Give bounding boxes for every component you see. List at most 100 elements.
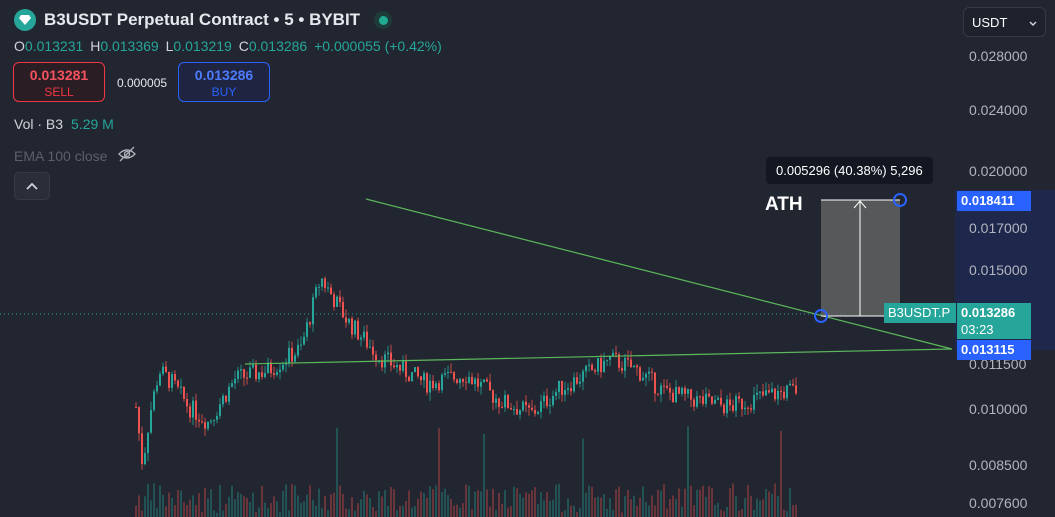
- volume-bar: [258, 507, 260, 517]
- currency-select[interactable]: USDT: [963, 7, 1046, 37]
- sell-button[interactable]: 0.013281 SELL: [13, 62, 105, 102]
- volume-bar: [180, 490, 182, 517]
- symbol-title[interactable]: B3USDT Perpetual Contract • 5 • BYBIT: [44, 10, 361, 29]
- axis-label: 0.024000: [969, 102, 1028, 118]
- candle-body: [303, 336, 305, 345]
- lower-trendline[interactable]: [244, 348, 953, 365]
- volume-bar: [759, 500, 761, 517]
- axis-label: 0.011500: [969, 356, 1027, 372]
- volume-bar: [156, 508, 158, 517]
- volume-bar: [141, 510, 143, 517]
- chart-header: B3USDT Perpetual Contract • 5 • BYBIT: [14, 9, 393, 31]
- volume-bar: [315, 505, 317, 517]
- volume-bar: [255, 512, 257, 517]
- eye-off-icon[interactable]: [117, 146, 137, 165]
- candle-body: [606, 359, 608, 361]
- candle-body: [471, 376, 473, 385]
- volume-bar: [291, 484, 293, 517]
- volume-bar: [618, 486, 620, 517]
- volume-bar: [333, 492, 335, 517]
- last-price-tag: 0.013286 03:23: [957, 303, 1031, 339]
- axis-label: 0.028000: [969, 48, 1028, 64]
- volume-bar: [498, 492, 500, 517]
- volume-bar: [747, 485, 749, 517]
- volume-bar: [219, 485, 221, 517]
- candle-body: [510, 408, 512, 410]
- volume-bar: [285, 484, 287, 517]
- candle-body: [420, 376, 422, 381]
- candle-body: [135, 406, 137, 408]
- volume-bar: [744, 498, 746, 517]
- candle-body: [366, 331, 368, 348]
- volume-bar: [264, 502, 266, 517]
- volume-bar: [153, 483, 155, 517]
- upper-trendline[interactable]: [365, 198, 953, 350]
- candle-body: [627, 358, 629, 360]
- measure-start-handle[interactable]: [814, 309, 828, 323]
- volume-bar: [273, 496, 275, 517]
- candle-body: [561, 380, 563, 395]
- candle-body: [186, 398, 188, 407]
- volume-bar: [654, 505, 656, 517]
- chevron-up-icon: [26, 177, 38, 195]
- measure-end-handle[interactable]: [893, 193, 907, 207]
- volume-bar: [414, 506, 416, 517]
- volume-bar: [528, 493, 530, 517]
- candle-body: [489, 381, 491, 391]
- candle-body: [678, 387, 680, 394]
- candle-body: [543, 395, 545, 402]
- candle-body: [417, 367, 419, 377]
- volume-bar: [756, 498, 758, 517]
- volume-bar: [429, 486, 431, 517]
- buy-button[interactable]: 0.013286 BUY: [178, 62, 270, 102]
- candle-body: [297, 344, 299, 356]
- volume-bar: [387, 506, 389, 517]
- volume-legend[interactable]: Vol · B3 5.29 M: [14, 116, 114, 132]
- volume-bar: [279, 512, 281, 517]
- volume-bar: [390, 486, 392, 517]
- candle-body: [639, 367, 641, 381]
- volume-bar: [501, 503, 503, 517]
- volume-bar: [780, 430, 782, 517]
- volume-bar: [186, 504, 188, 517]
- currency-value: USDT: [972, 14, 1008, 30]
- volume-bar: [417, 498, 419, 517]
- volume-bar: [504, 490, 506, 517]
- volume-bar: [762, 499, 764, 517]
- volume-bar: [513, 486, 515, 517]
- candle-body: [567, 388, 569, 390]
- candle-body: [192, 400, 194, 418]
- candle-body: [393, 365, 395, 368]
- candle-body: [792, 383, 794, 386]
- volume-bar: [300, 502, 302, 517]
- volume-bar: [399, 505, 401, 517]
- high-label: H: [90, 38, 101, 54]
- volume-bar: [543, 500, 545, 517]
- volume-bar: [246, 497, 248, 517]
- volume-bar: [207, 498, 209, 517]
- volume-bar: [405, 501, 407, 517]
- volume-bar: [342, 494, 344, 517]
- volume-bar: [276, 501, 278, 517]
- volume-bar: [768, 491, 770, 517]
- volume-bar: [630, 499, 632, 517]
- volume-bar: [639, 497, 641, 517]
- ema-legend[interactable]: EMA 100 close: [14, 146, 137, 165]
- volume-bar: [564, 510, 566, 517]
- candle-body: [243, 369, 245, 378]
- candle-body: [507, 395, 509, 409]
- volume-bar: [519, 493, 521, 517]
- candle-body: [321, 278, 323, 287]
- candle-body: [465, 381, 467, 383]
- candle-body: [171, 374, 173, 388]
- candle-body: [426, 373, 428, 393]
- volume-bar: [297, 495, 299, 517]
- volume-bar: [495, 510, 497, 517]
- ath-annotation[interactable]: ATH: [765, 194, 803, 215]
- candle-body: [522, 401, 524, 411]
- volume-bar: [336, 427, 338, 517]
- candle-body: [657, 393, 659, 395]
- volume-bar: [567, 498, 569, 517]
- collapse-legend-button[interactable]: [14, 172, 50, 200]
- candle-body: [735, 396, 737, 411]
